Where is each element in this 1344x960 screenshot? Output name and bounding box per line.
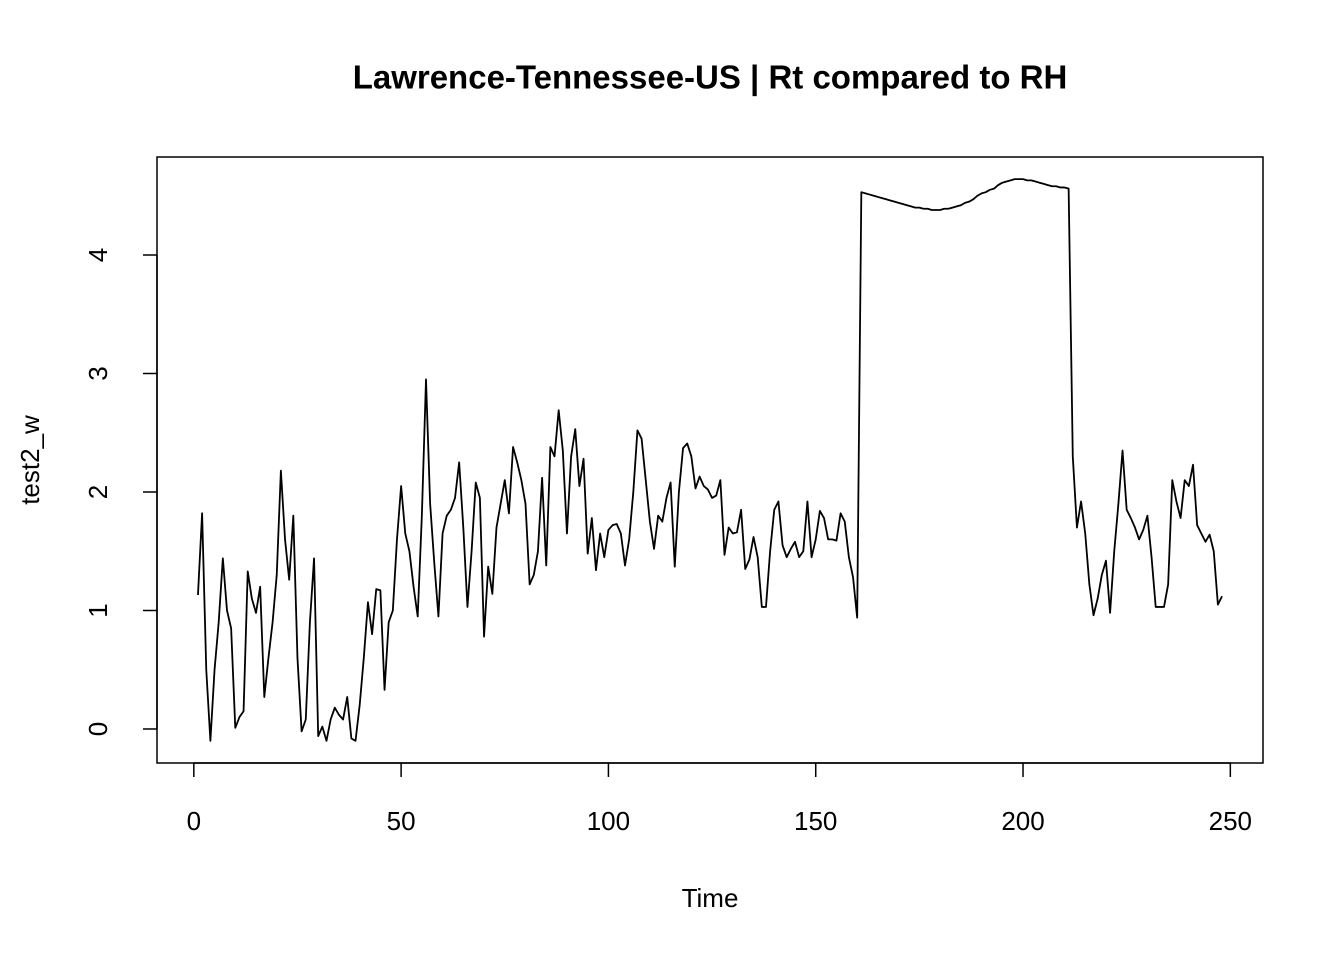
chart-title: Lawrence-Tennessee-US | Rt compared to R… [353, 59, 1068, 96]
y-tick-label: 0 [83, 722, 113, 736]
data-line [197, 178, 1223, 742]
x-tick-label: 150 [794, 806, 837, 836]
y-tick-label: 2 [83, 485, 113, 499]
x-tick-label: 100 [587, 806, 630, 836]
y-tick-label: 1 [83, 603, 113, 617]
y-tick-label: 3 [83, 366, 113, 380]
x-tick-label: 200 [1001, 806, 1044, 836]
x-tick-label: 0 [187, 806, 201, 836]
y-tick-label: 4 [83, 248, 113, 262]
x-axis-label: Time [682, 883, 739, 913]
y-axis-label: test2_w [15, 415, 45, 505]
x-tick-label: 250 [1209, 806, 1252, 836]
x-tick-label: 50 [387, 806, 416, 836]
